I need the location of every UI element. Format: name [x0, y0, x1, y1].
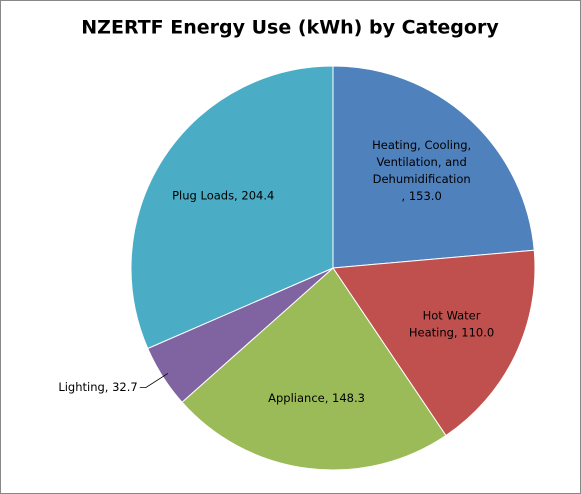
- data-label: Plug Loads, 204.4: [172, 188, 274, 202]
- data-label: , 153.0: [402, 189, 442, 203]
- data-label: Lighting, 32.7: [58, 380, 137, 394]
- data-label: Appliance, 148.3: [268, 391, 365, 405]
- pie-slice: [130, 65, 334, 350]
- data-label: Ventilation, and: [377, 155, 467, 169]
- data-label: Heating, Cooling,: [372, 138, 471, 152]
- leader-line: [139, 373, 169, 388]
- pie-slice: [332, 249, 536, 437]
- pie-slice: [181, 267, 447, 471]
- data-label: Heating, 110.0: [409, 325, 494, 339]
- data-label: Hot Water: [423, 308, 481, 322]
- chart-title: NZERTF Energy Use (kWh) by Category: [81, 17, 499, 39]
- data-label: Dehumidification: [373, 172, 471, 186]
- pie-slice: [332, 65, 535, 269]
